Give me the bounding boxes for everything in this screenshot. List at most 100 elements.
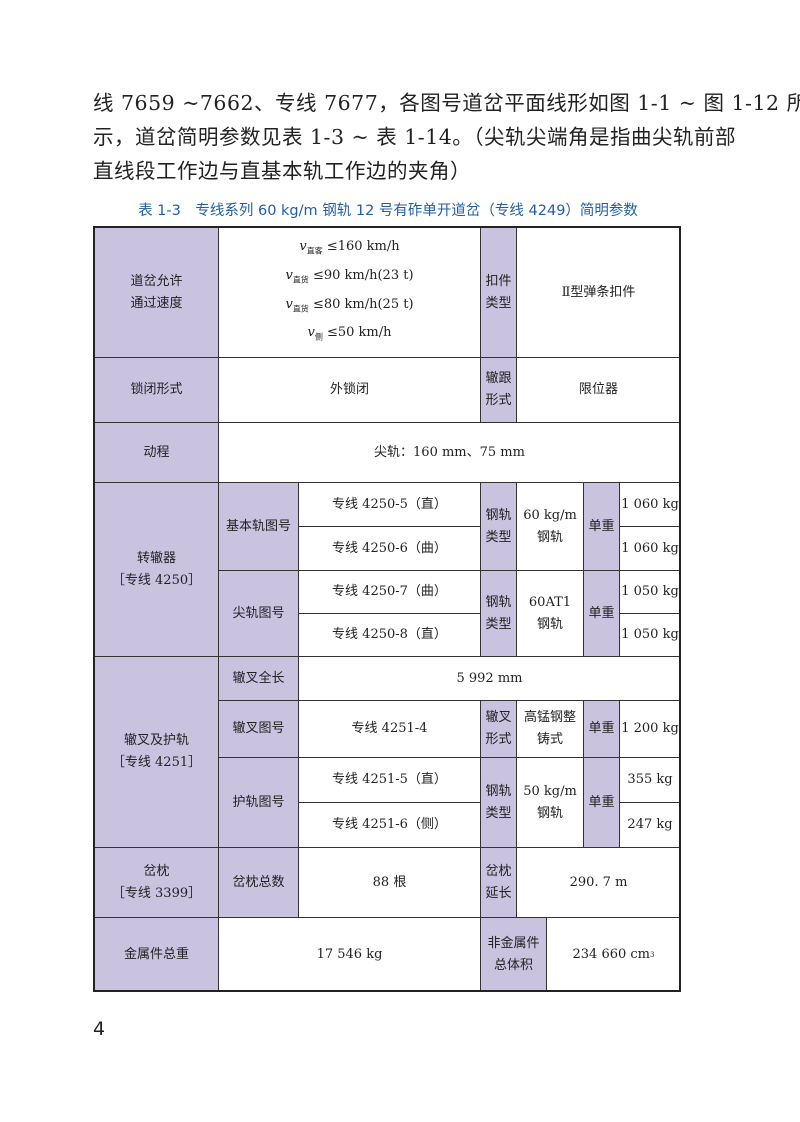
cell-text: 专线 4251-5（直） <box>332 772 447 787</box>
value-stroke-value: 尖轨：160 mm、75 mm <box>218 422 681 483</box>
value-rail-type-3: 50 kg/m 钢轨 <box>516 757 584 848</box>
cell-text: 尖轨图号 <box>232 605 285 621</box>
header-guard-label: 护轨图号 <box>218 757 299 848</box>
header-metal-label: 金属件总重 <box>94 917 219 992</box>
header-frog-length-label: 辙叉全长 <box>218 656 299 701</box>
header-unit-weight-label-2: 单重 <box>583 570 620 657</box>
header-rail-type-label-3: 钢轨 类型 <box>480 757 517 848</box>
value-point-weight-1: 1 050 kg <box>619 570 681 614</box>
header-stroke-label: 动程 <box>94 422 219 483</box>
speed-limits: v直客 ≤160 km/h v直货 ≤90 km/h(23 t) v直货 ≤80 k… <box>285 235 413 349</box>
cell-text: 金属件总重 <box>123 946 189 962</box>
cell-text: 钢轨 类型 <box>485 594 512 632</box>
value-guard-1: 专线 4251-5（直） <box>298 757 481 803</box>
unit-superscript: 3 <box>650 950 655 959</box>
cell-text: 50 kg/m 钢轨 <box>523 783 577 821</box>
cell-text: 外锁闭 <box>329 382 369 397</box>
cell-text: 1 050 kg <box>621 627 679 642</box>
value-stock-weight-2: 1 060 kg <box>619 526 681 571</box>
speed-value: ≤80 km/h(25 t) <box>312 296 414 312</box>
paragraph-line: 直线段工作边与直基本轨工作边的夹角） <box>93 159 471 183</box>
value-sleeper-count: 88 根 <box>298 847 481 918</box>
speed-subscript: 直货 <box>292 275 309 285</box>
header-speed-label: 道岔允许 通过速度 <box>94 227 219 358</box>
cell-text: 专线 4250-7（曲） <box>332 584 447 599</box>
cell-text: 专线 4250-5（直） <box>332 496 447 512</box>
cell-text: 234 660 cm <box>572 946 651 962</box>
header-rail-type-label-2: 钢轨 类型 <box>480 570 517 657</box>
value-frog-weight: 1 200 kg <box>619 700 681 758</box>
header-switch-label: 转辙器 ［专线 4250］ <box>94 482 219 657</box>
cell-text: 扣件 类型 <box>485 273 512 311</box>
value-nonmetal-value: 234 660 cm 3 <box>546 917 681 992</box>
header-lock-label: 锁闭形式 <box>94 357 219 423</box>
cell-text: 单重 <box>588 721 615 736</box>
cell-text: 355 kg <box>627 772 673 787</box>
cell-text: 高锰钢整 铸式 <box>523 710 576 747</box>
header-unit-weight-label-3: 单重 <box>583 700 620 758</box>
header-frog-label: 辙叉及护轨 ［专线 4251］ <box>94 656 219 848</box>
cell-text: 单重 <box>588 794 615 810</box>
header-sleeper-length-label: 岔枕 延长 <box>480 847 517 918</box>
value-frog-length: 5 992 mm <box>298 656 681 701</box>
cell-text: 60 kg/m 钢轨 <box>523 507 577 545</box>
table-caption: 表 1-3 专线系列 60 kg/m 钢轨 12 号有砟单开道岔（专线 4249… <box>138 203 638 219</box>
speed-value: ≤50 km/h <box>326 325 392 341</box>
header-unit-weight-label-1: 单重 <box>583 482 620 571</box>
cell-text: 限位器 <box>578 382 618 397</box>
value-sleeper-length: 290. 7 m <box>516 847 681 918</box>
cell-text: Ⅱ型弹条扣件 <box>561 284 636 300</box>
cell-text: 动程 <box>143 444 170 460</box>
value-fastener-value: Ⅱ型弹条扣件 <box>516 227 681 358</box>
paragraph-line: 线 7659 ~7662、专线 7677，各图号道岔平面线形如图 1-1 ~ 图… <box>93 91 800 115</box>
speed-limit-line: v直客 ≤160 km/h <box>299 239 400 256</box>
value-stock-rail-1: 专线 4250-5（直） <box>298 482 481 527</box>
cell-text: 辙叉图号 <box>232 721 285 736</box>
cell-text: 钢轨 类型 <box>485 783 512 821</box>
cell-text: 辙叉及护轨 ［专线 4251］ <box>111 733 202 770</box>
cell-text: 护轨图号 <box>232 794 285 810</box>
header-sleeper-label: 岔枕 ［专线 3399］ <box>94 847 219 918</box>
value-guard-weight-2: 247 kg <box>619 802 681 848</box>
cell-text: 钢轨 类型 <box>485 507 512 545</box>
cell-text: 1 200 kg <box>621 721 679 736</box>
cell-text: 88 根 <box>372 874 407 890</box>
speed-value: ≤160 km/h <box>326 239 400 255</box>
cell-text: 专线 4251-6（侧） <box>332 817 447 832</box>
cell-text: 1 050 kg <box>621 584 679 599</box>
cell-text: 专线 4250-6（曲） <box>332 540 447 556</box>
cell-text: 60AT1 钢轨 <box>528 594 572 632</box>
value-stock-weight-1: 1 060 kg <box>619 482 681 527</box>
cell-text: 5 992 mm <box>456 670 523 686</box>
cell-text: 单重 <box>588 605 615 621</box>
speed-limit-line: v侧 ≤50 km/h <box>307 325 392 342</box>
header-frog-drawing-label: 辙叉图号 <box>218 700 299 758</box>
cell-text: 17 546 kg <box>316 946 383 962</box>
header-unit-weight-label-4: 单重 <box>583 757 620 848</box>
value-speeds: v直客 ≤160 km/h v直货 ≤90 km/h(23 t) v直货 ≤80 k… <box>218 227 481 358</box>
value-lock-value: 外锁闭 <box>218 357 481 423</box>
cell-text: 1 060 kg <box>621 540 679 556</box>
value-frog-form: 高锰钢整 铸式 <box>516 700 584 758</box>
cell-text: 基本轨图号 <box>225 518 291 534</box>
cell-text: 辙叉全长 <box>232 670 285 686</box>
value-metal-value: 17 546 kg <box>218 917 481 992</box>
speed-limit-line: v直货 ≤90 km/h(23 t) <box>285 267 414 285</box>
cell-text: 专线 4251-4 <box>351 721 428 736</box>
value-rail-type-1: 60 kg/m 钢轨 <box>516 482 584 571</box>
value-guard-weight-1: 355 kg <box>619 757 681 803</box>
header-rail-type-label-1: 钢轨 类型 <box>480 482 517 571</box>
header-frog-form-label: 辙叉 形式 <box>480 700 517 758</box>
value-rail-type-2: 60AT1 钢轨 <box>516 570 584 657</box>
cell-text: 辙跟 形式 <box>485 371 512 408</box>
cell-text: 岔枕总数 <box>232 874 285 890</box>
speed-limit-line: v直货 ≤80 km/h(25 t) <box>285 296 414 314</box>
value-stock-rail-2: 专线 4250-6（曲） <box>298 526 481 571</box>
paragraph-line: 示，道岔简明参数见表 1-3 ~ 表 1-14。（尖轨尖端角是指曲尖轨前部 <box>93 125 737 149</box>
value-heel-value: 限位器 <box>516 357 681 423</box>
cell-text: 1 060 kg <box>621 496 679 512</box>
cell-text: 单重 <box>588 518 615 534</box>
header-sleeper-count-label: 岔枕总数 <box>218 847 299 918</box>
cell-text: 专线 4250-8（直） <box>332 627 447 642</box>
